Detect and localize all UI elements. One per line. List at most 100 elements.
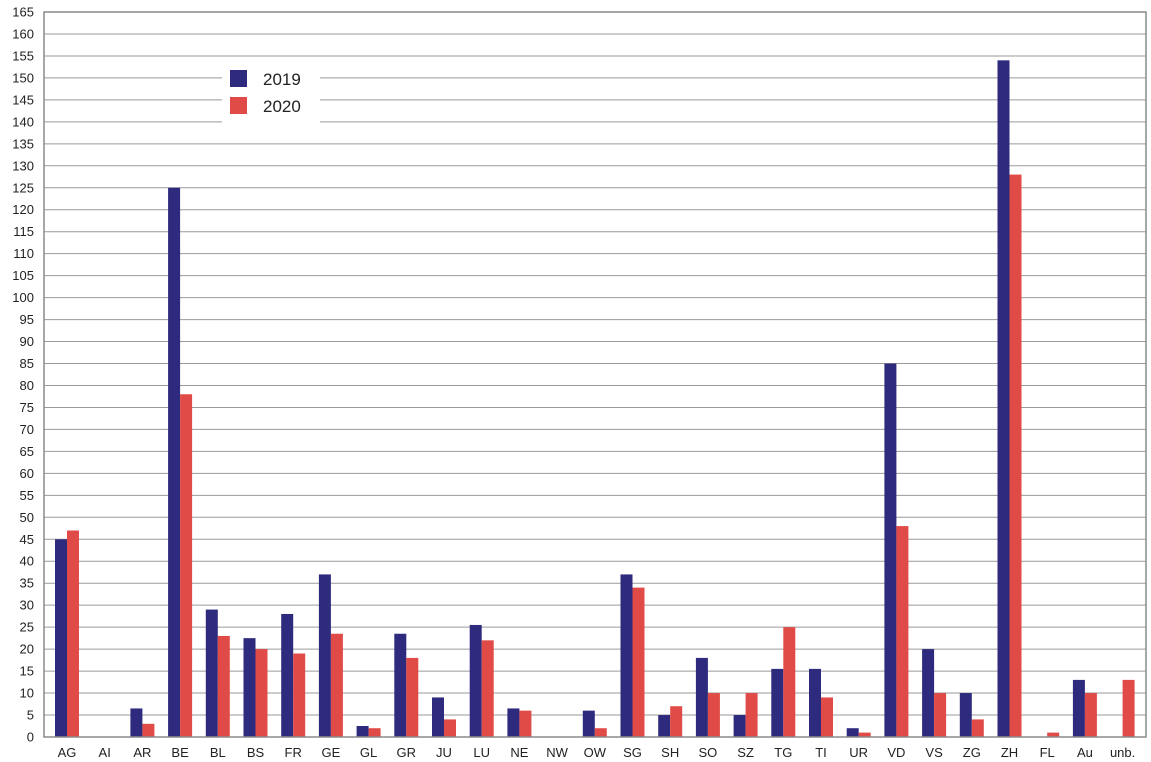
x-tick-label-unb.: unb. bbox=[1110, 745, 1135, 760]
y-tick-label: 135 bbox=[12, 136, 34, 151]
grid-lines bbox=[44, 11, 1146, 738]
x-tick-label-BS: BS bbox=[247, 745, 265, 760]
x-tick-label-SZ: SZ bbox=[737, 745, 754, 760]
x-tick-label-SH: SH bbox=[661, 745, 679, 760]
bar-2020-SH bbox=[670, 706, 683, 737]
bar-2019-VS bbox=[922, 649, 935, 737]
bar-2019-AG bbox=[55, 539, 67, 737]
plot-frame bbox=[43, 11, 1147, 738]
bar-2019-TG bbox=[771, 668, 784, 737]
y-tick-label: 55 bbox=[20, 488, 34, 503]
bar-2020-ZG bbox=[971, 719, 984, 737]
bar-2020-unb. bbox=[1122, 679, 1135, 737]
bar-2019-NE bbox=[507, 708, 520, 737]
y-tick-label: 0 bbox=[27, 730, 34, 745]
bar-2020-OW bbox=[594, 728, 607, 737]
bar-2019-AR bbox=[130, 708, 143, 737]
y-tick-label: 165 bbox=[12, 5, 34, 20]
bar-2019-Au bbox=[1072, 679, 1085, 737]
x-tick-label-Au: Au bbox=[1077, 745, 1093, 760]
x-tick-label-SG: SG bbox=[623, 745, 642, 760]
y-axis-tick-labels: 0 5 10 15 20 25 30 35 40 45 50 55 60 65 70 75 80 85 90 95 10… bbox=[12, 5, 34, 745]
bar-2020-GE bbox=[330, 633, 343, 737]
bar-2019-ZG bbox=[959, 693, 972, 737]
bar-2019-BL bbox=[205, 609, 218, 737]
bar-2019-SZ bbox=[733, 715, 746, 737]
y-tick-label: 95 bbox=[20, 312, 34, 327]
y-tick-label: 120 bbox=[12, 202, 34, 217]
bar-2020-VS bbox=[934, 693, 947, 737]
x-tick-label-TI: TI bbox=[815, 745, 827, 760]
x-tick-label-JU: JU bbox=[436, 745, 452, 760]
bar-2019-UR bbox=[846, 728, 859, 737]
bar-2020-GL bbox=[368, 728, 381, 737]
legend: 2019 2020 bbox=[222, 62, 320, 124]
bar-2019-OW bbox=[582, 710, 595, 737]
bars bbox=[55, 60, 1135, 738]
bar-2020-LU bbox=[481, 640, 494, 737]
bar-2019-LU bbox=[469, 624, 482, 737]
bar-2020-GR bbox=[406, 657, 419, 737]
x-tick-label-TG: TG bbox=[774, 745, 792, 760]
y-tick-label: 75 bbox=[20, 400, 34, 415]
y-tick-label: 20 bbox=[20, 642, 34, 657]
bar-2020-TI bbox=[821, 697, 833, 737]
x-tick-label-BL: BL bbox=[210, 745, 226, 760]
x-tick-label-GR: GR bbox=[397, 745, 417, 760]
y-tick-label: 65 bbox=[20, 444, 34, 459]
legend-swatch-2020 bbox=[230, 97, 247, 114]
bar-2019-GE bbox=[318, 574, 331, 737]
y-tick-label: 5 bbox=[27, 708, 34, 723]
bar-2020-JU bbox=[444, 719, 456, 737]
bar-2020-BL bbox=[217, 635, 230, 737]
y-tick-label: 155 bbox=[12, 48, 34, 63]
y-tick-label: 40 bbox=[20, 554, 34, 569]
y-tick-label: 50 bbox=[20, 510, 34, 525]
x-tick-label-NE: NE bbox=[510, 745, 528, 760]
x-tick-label-FL: FL bbox=[1040, 745, 1055, 760]
bar-2019-JU bbox=[432, 697, 444, 737]
x-tick-label-SO: SO bbox=[699, 745, 718, 760]
x-tick-label-GL: GL bbox=[360, 745, 377, 760]
y-tick-label: 45 bbox=[20, 532, 34, 547]
x-tick-label-VD: VD bbox=[887, 745, 905, 760]
bar-2020-AG bbox=[67, 530, 79, 737]
y-tick-label: 115 bbox=[13, 224, 34, 239]
x-tick-label-ZG: ZG bbox=[963, 745, 981, 760]
y-tick-label: 100 bbox=[12, 290, 34, 305]
x-tick-label-UR: UR bbox=[849, 745, 868, 760]
bar-2020-TG bbox=[783, 627, 796, 737]
bar-2020-UR bbox=[858, 732, 871, 737]
legend-label-2020: 2020 bbox=[263, 97, 301, 116]
bar-2019-ZH bbox=[997, 60, 1010, 738]
y-tick-label: 15 bbox=[20, 664, 34, 679]
bar-2019-BE bbox=[168, 187, 181, 737]
x-tick-label-NW: NW bbox=[546, 745, 568, 760]
legend-swatch-2019 bbox=[230, 70, 247, 87]
y-tick-label: 30 bbox=[20, 598, 34, 613]
bar-2020-BS bbox=[255, 649, 268, 737]
y-tick-label: 110 bbox=[13, 246, 34, 261]
x-tick-label-ZH: ZH bbox=[1001, 745, 1018, 760]
bar-2020-VD bbox=[896, 526, 909, 737]
bar-2019-GL bbox=[356, 726, 369, 737]
bar-2019-SH bbox=[658, 715, 671, 737]
bar-2020-FL bbox=[1047, 732, 1060, 737]
x-tick-label-BE: BE bbox=[171, 745, 189, 760]
x-tick-label-AR: AR bbox=[133, 745, 151, 760]
bar-2019-TI bbox=[809, 668, 821, 737]
y-tick-label: 35 bbox=[20, 576, 34, 591]
bar-2020-SO bbox=[707, 693, 720, 737]
bar-2019-FR bbox=[281, 613, 294, 737]
bar-2019-GR bbox=[394, 633, 407, 737]
bar-2019-BS bbox=[243, 638, 256, 737]
y-tick-label: 130 bbox=[12, 158, 34, 173]
x-axis-category-labels: AG AI AR BE BL BS FR GE GL GR JU LU NE NW OW SG SH SO SZ TG… bbox=[58, 745, 1136, 760]
bar-2020-BE bbox=[180, 394, 193, 737]
x-tick-label-VS: VS bbox=[925, 745, 943, 760]
bar-2020-NE bbox=[519, 710, 532, 737]
y-tick-label: 150 bbox=[12, 70, 34, 85]
x-tick-label-LU: LU bbox=[473, 745, 490, 760]
x-tick-label-AI: AI bbox=[99, 745, 111, 760]
